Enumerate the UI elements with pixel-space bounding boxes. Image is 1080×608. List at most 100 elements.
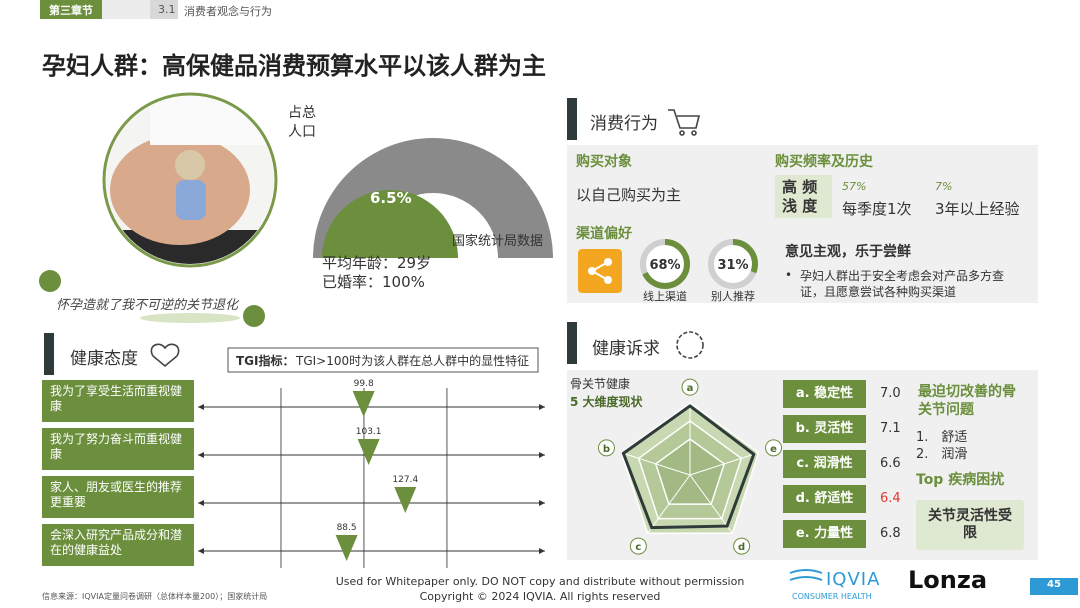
- radar-letter-bg: [597, 439, 615, 457]
- title: 孕妇人群：高保健品消费预算水平以该人群为主: [42, 52, 546, 80]
- chapter-tag: [40, 0, 102, 19]
- header-bar: [150, 0, 178, 19]
- statement: 我为了努力奋斗而重视健康: [42, 428, 194, 470]
- radar-letter: a: [687, 383, 694, 394]
- radar-shape: [621, 404, 756, 530]
- radar-spoke: [621, 452, 691, 476]
- logo: Lonza: [908, 566, 988, 594]
- freq-tag: 高 频 浅 度: [782, 178, 818, 215]
- radar-letter-bg: [733, 537, 751, 555]
- statement: 家人、朋友或医生的推荐更重要: [42, 476, 194, 518]
- radar-spoke: [689, 452, 759, 476]
- age: 平均年龄：29岁: [322, 254, 432, 272]
- dimension: a. 稳定性: [783, 380, 866, 408]
- tgi-marker: [394, 487, 417, 513]
- notice: Used for Whitepaper only. DO NOT copy an…: [335, 575, 745, 588]
- section-bar: [567, 322, 577, 364]
- radar-letter-bg: [681, 378, 699, 396]
- section-no: 3.1: [158, 3, 176, 16]
- section: 消费者观念与行为: [184, 5, 272, 18]
- share-glyph: [588, 258, 612, 284]
- heart-icon: [150, 343, 180, 368]
- donut-arc: [708, 239, 758, 289]
- pop-value: 6.5%: [370, 189, 412, 207]
- radar-letter: d: [738, 542, 745, 553]
- score: 6.8: [880, 526, 901, 541]
- freq-text: 每季度1次: [842, 200, 912, 218]
- cart-icon: [668, 109, 701, 136]
- donut-arc: [640, 239, 690, 289]
- iqvia-mark: [789, 569, 823, 581]
- quote-underline: [140, 313, 240, 323]
- pop-label: 占总人口: [288, 105, 316, 140]
- page-number: 45: [1047, 579, 1061, 590]
- radar-letter: b: [603, 444, 610, 455]
- tgi-value: 127.4: [392, 475, 418, 485]
- tgi-marker: [352, 391, 375, 417]
- heading: 健康态度: [70, 349, 138, 369]
- freq-pct: 57%: [842, 180, 867, 193]
- logo: IQVIA: [826, 569, 881, 590]
- section-bar: [567, 98, 577, 140]
- quote: 怀孕造就了我不可逆的关节退化: [56, 298, 239, 313]
- quote-mark: [243, 305, 265, 327]
- tag-box: [775, 175, 832, 218]
- radar-letter-bg: [629, 537, 647, 555]
- tgi-label: TGI指标：: [236, 354, 295, 368]
- opinion-title: 意见主观，乐于尝鲜: [785, 244, 911, 260]
- radar-letter-bg: [765, 439, 783, 457]
- tgi-note: TGI>100时为该人群在总人群中的显性特征: [296, 354, 530, 368]
- radar-spoke: [689, 474, 733, 534]
- radar-spoke: [647, 474, 691, 534]
- heading: 消费行为: [590, 114, 658, 134]
- brain-icon: [676, 331, 704, 359]
- tgi-value: 99.8: [354, 379, 374, 389]
- score: 6.6: [880, 456, 901, 471]
- photo: [106, 96, 274, 264]
- tgi-marker: [335, 535, 358, 561]
- gauge-fill: [322, 190, 458, 258]
- top-title: Top 疾病困扰: [916, 472, 1005, 488]
- subhead: 渠道偏好: [576, 226, 632, 242]
- chapter: 第三章节: [49, 4, 93, 17]
- urgent-title: 最迫切改善的骨关节问题: [918, 384, 1016, 418]
- statement: 我为了享受生活而重视健康: [42, 380, 194, 422]
- dimension: d. 舒适性: [783, 485, 866, 513]
- copyright: Copyright © 2024 IQVIA. All rights reser…: [419, 590, 661, 603]
- score: 7.1: [880, 421, 901, 436]
- header-bar: [102, 0, 150, 19]
- heading: 健康诉求: [592, 339, 660, 359]
- urgent: 1. 舒适: [916, 430, 968, 445]
- tgi-box: [227, 347, 539, 373]
- radar-title: 骨关节健康: [570, 377, 631, 391]
- donut-label: 31%: [717, 258, 748, 273]
- channel-name: 别人推荐: [711, 289, 755, 303]
- statement: 会深入研究产品成分和潜在的健康益处: [42, 524, 194, 566]
- quote-mark: [39, 270, 61, 292]
- tgi-value: 103.1: [356, 427, 382, 437]
- radar-letter: e: [770, 444, 777, 455]
- score: 6.4: [880, 491, 901, 506]
- married: 已婚率：100%: [322, 273, 425, 291]
- urgent: 2. 润滑: [916, 447, 968, 462]
- radar-subtitle: 5 大维度现状: [570, 395, 643, 409]
- score: 7.0: [880, 386, 901, 401]
- page-box: [1030, 578, 1078, 595]
- freq-text: 3年以上经验: [935, 200, 1020, 218]
- donut-label: 68%: [649, 258, 680, 273]
- dimension: e. 力量性: [783, 520, 866, 548]
- subhead: 购买对象: [576, 154, 632, 170]
- tgi-marker: [357, 439, 380, 465]
- target: 以自己购买为主: [576, 186, 682, 204]
- freq-pct: 7%: [935, 180, 953, 193]
- source: 信息来源：IQVIA定量问卷调研（总体样本量200）；国家统计局: [42, 592, 268, 601]
- pop-source: 国家统计局数据: [452, 234, 544, 249]
- share-icon: [578, 249, 622, 293]
- tgi-value: 88.5: [337, 523, 357, 533]
- dimension: c. 润滑性: [783, 450, 866, 478]
- channel-name: 线上渠道: [643, 289, 687, 303]
- radar-letter: c: [635, 542, 641, 553]
- top-box: [916, 500, 1024, 550]
